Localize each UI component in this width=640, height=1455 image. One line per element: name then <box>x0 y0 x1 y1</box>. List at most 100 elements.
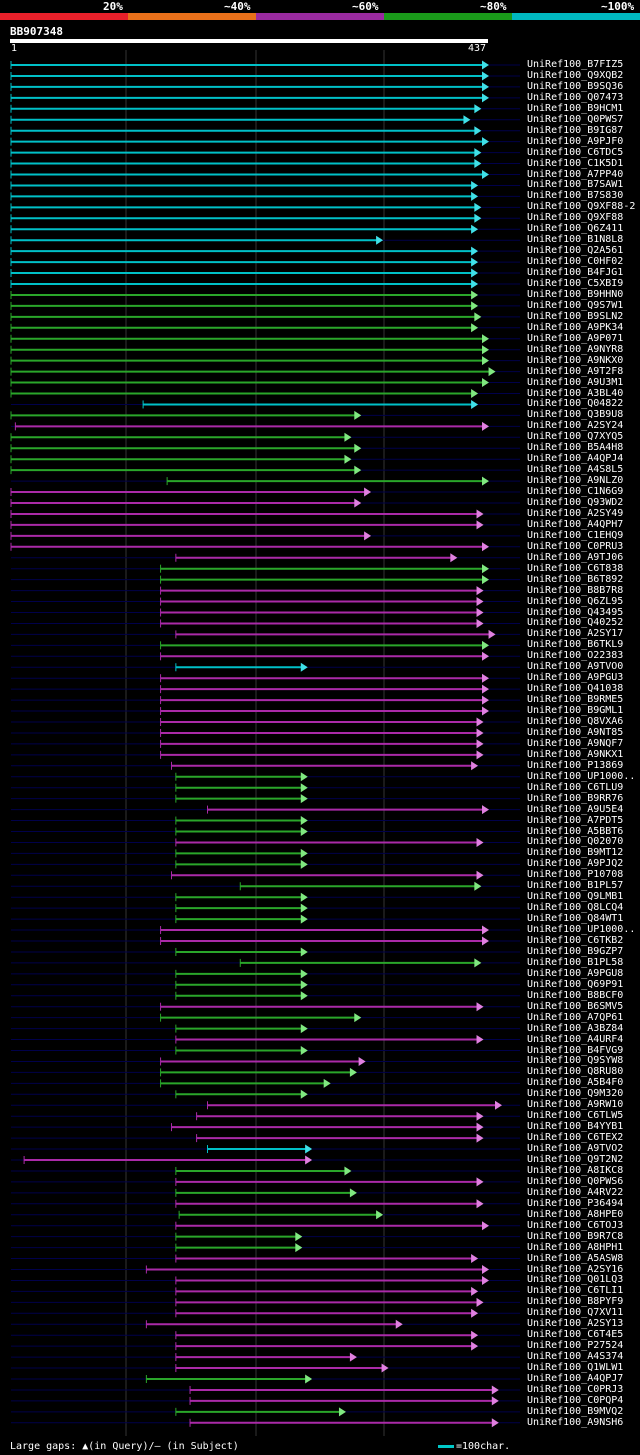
hit-row[interactable] <box>11 1308 520 1318</box>
hit-label[interactable]: UniRef100_C5XBI9 <box>527 278 624 289</box>
hit-label[interactable]: UniRef100_A8HPE0 <box>527 1208 624 1220</box>
hit-label[interactable]: UniRef100_C1EHQ9 <box>527 529 624 541</box>
hit-row[interactable] <box>10 432 520 442</box>
hit-row[interactable] <box>11 1035 520 1045</box>
hit-label[interactable]: UniRef100_B4FVG9 <box>527 1044 624 1056</box>
hit-label[interactable]: UniRef100_A4QPJ4 <box>527 453 624 465</box>
hit-row[interactable] <box>10 279 520 289</box>
hit-row[interactable] <box>11 728 520 738</box>
hit-label[interactable]: UniRef100_B7SAW1 <box>527 179 624 191</box>
hit-label[interactable]: UniRef100_C1K5D1 <box>527 157 624 169</box>
hit-row[interactable] <box>10 312 520 322</box>
hit-label[interactable]: UniRef100_Q9T2N2 <box>527 1154 624 1165</box>
hit-row[interactable] <box>11 1232 520 1242</box>
hit-row[interactable] <box>11 717 520 727</box>
hit-label[interactable]: UniRef100_P27524 <box>527 1340 624 1352</box>
hit-label[interactable]: UniRef100_B9RR76 <box>527 792 624 804</box>
hit-label[interactable]: UniRef100_A4S374 <box>527 1351 624 1363</box>
hit-label[interactable]: UniRef100_B9SQ36 <box>527 80 624 92</box>
hit-row[interactable] <box>11 991 520 1001</box>
hit-label[interactable]: UniRef100_A4RV22 <box>527 1186 624 1198</box>
hit-row[interactable] <box>11 1319 520 1329</box>
hit-label[interactable]: UniRef100_P36494 <box>527 1197 624 1209</box>
hit-label[interactable]: UniRef100_A2SY24 <box>527 420 624 432</box>
hit-row[interactable] <box>10 323 520 333</box>
hit-label[interactable]: UniRef100_P13869 <box>527 759 624 771</box>
hit-label[interactable]: UniRef100_C6TOJ3 <box>527 1219 624 1231</box>
hit-row[interactable] <box>10 170 520 179</box>
hit-row[interactable] <box>10 410 520 420</box>
hit-row[interactable] <box>11 750 520 760</box>
hit-label[interactable]: UniRef100_Q8LCQ4 <box>527 902 624 914</box>
hit-row[interactable] <box>10 93 520 103</box>
hit-row[interactable] <box>11 421 520 431</box>
hit-label[interactable]: UniRef100_Q9LMB1 <box>527 891 624 903</box>
hit-row[interactable] <box>10 378 520 388</box>
hit-label[interactable]: UniRef100_B6TKL9 <box>527 639 624 651</box>
hit-row[interactable] <box>11 706 520 716</box>
hit-row[interactable] <box>11 837 520 847</box>
hit-label[interactable]: UniRef100_C0PQP4 <box>527 1394 624 1406</box>
hit-row[interactable] <box>11 586 520 596</box>
hit-label[interactable]: UniRef100_C6TDC5 <box>527 146 624 158</box>
hit-row[interactable] <box>10 268 520 278</box>
hit-row[interactable] <box>10 104 520 114</box>
hit-label[interactable]: UniRef100_Q9XF88 <box>527 212 624 224</box>
hit-row[interactable] <box>10 465 520 475</box>
hit-label[interactable]: UniRef100_A2SY13 <box>527 1318 624 1330</box>
hit-label[interactable]: UniRef100_A9TVO0 <box>527 661 624 673</box>
hit-row[interactable] <box>11 1385 520 1395</box>
hit-label[interactable]: UniRef100_A9NSH6 <box>527 1416 624 1428</box>
hit-row[interactable] <box>11 651 520 661</box>
hit-row[interactable] <box>11 553 520 563</box>
hit-label[interactable]: UniRef100_C6T4E5 <box>527 1329 624 1341</box>
hit-row[interactable] <box>11 1297 520 1307</box>
hit-row[interactable] <box>11 1078 520 1088</box>
hit-label[interactable]: UniRef100_A7QP61 <box>527 1011 624 1023</box>
hit-row[interactable] <box>11 1341 520 1351</box>
hit-label[interactable]: UniRef100_A5B4F0 <box>527 1077 624 1089</box>
hit-label[interactable]: UniRef100_Q43495 <box>527 606 624 618</box>
hit-row[interactable] <box>10 60 520 70</box>
hit-row[interactable] <box>10 334 520 344</box>
hit-row[interactable] <box>10 498 520 508</box>
hit-label[interactable]: UniRef100_A9PGU3 <box>527 672 624 684</box>
hit-label[interactable]: UniRef100_A2SY17 <box>527 628 624 640</box>
hit-row[interactable] <box>11 1275 520 1285</box>
hit-row[interactable] <box>11 1024 520 1034</box>
hit-row[interactable] <box>11 1418 520 1428</box>
hit-row[interactable] <box>11 629 520 639</box>
hit-label[interactable]: UniRef100_A5ASW8 <box>527 1252 624 1264</box>
hit-label[interactable]: UniRef100_A9NKX0 <box>527 354 624 366</box>
hit-label[interactable]: UniRef100_Q9XQB2 <box>527 69 624 81</box>
hit-label[interactable]: UniRef100_B9R7C8 <box>527 1230 624 1242</box>
hit-row[interactable] <box>11 1111 520 1121</box>
hit-row[interactable] <box>10 71 520 81</box>
hit-row[interactable] <box>11 881 520 891</box>
hit-label[interactable]: UniRef100_B8BCF0 <box>527 989 624 1001</box>
hit-row[interactable] <box>11 794 520 804</box>
hit-label[interactable]: UniRef100_A9T2F8 <box>527 365 624 377</box>
hit-label[interactable]: UniRef100_Q8RU80 <box>527 1066 624 1078</box>
hit-label[interactable]: UniRef100_A9PK34 <box>527 321 624 333</box>
hit-row[interactable] <box>11 1056 520 1066</box>
hit-label[interactable]: UniRef100_A3BL40 <box>527 387 624 399</box>
hit-label[interactable]: UniRef100_A3BZ84 <box>527 1022 624 1034</box>
hit-row[interactable] <box>10 531 520 541</box>
hit-row[interactable] <box>11 1210 520 1220</box>
hit-label[interactable]: UniRef100_Q6ZL95 <box>527 595 624 607</box>
hit-row[interactable] <box>11 618 520 628</box>
hit-label[interactable]: UniRef100_A9PGU8 <box>527 967 624 979</box>
hit-label[interactable]: UniRef100_B1PL57 <box>527 880 624 892</box>
hit-label[interactable]: UniRef100_Q41038 <box>527 683 624 695</box>
hit-label[interactable]: UniRef100_Q01LQ3 <box>527 1274 624 1286</box>
hit-row[interactable] <box>11 805 520 815</box>
hit-label[interactable]: UniRef100_A8IKC8 <box>527 1164 624 1176</box>
hit-row[interactable] <box>10 148 520 158</box>
hit-row[interactable] <box>11 739 520 749</box>
hit-row[interactable] <box>10 542 520 552</box>
hit-label[interactable]: UniRef100_B9GML1 <box>527 705 624 717</box>
hit-label[interactable]: UniRef100_B1N8L8 <box>527 234 624 246</box>
hit-label[interactable]: UniRef100_A9NLZ0 <box>527 475 624 487</box>
hit-row[interactable] <box>11 1221 520 1231</box>
